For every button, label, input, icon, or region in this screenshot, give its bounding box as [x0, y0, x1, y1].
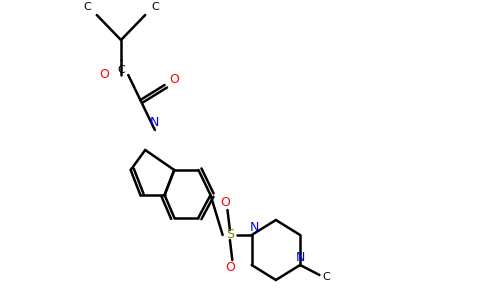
Text: C: C [323, 272, 331, 283]
Text: C: C [83, 2, 91, 13]
Text: O: O [169, 74, 179, 86]
Text: O: O [99, 68, 109, 82]
Text: N: N [249, 221, 259, 234]
Text: N: N [295, 251, 305, 264]
Text: N: N [150, 116, 160, 129]
Text: C: C [117, 65, 125, 75]
Text: C: C [151, 2, 159, 13]
Text: O: O [225, 261, 235, 274]
Text: S: S [226, 229, 234, 242]
Text: O: O [220, 196, 230, 209]
